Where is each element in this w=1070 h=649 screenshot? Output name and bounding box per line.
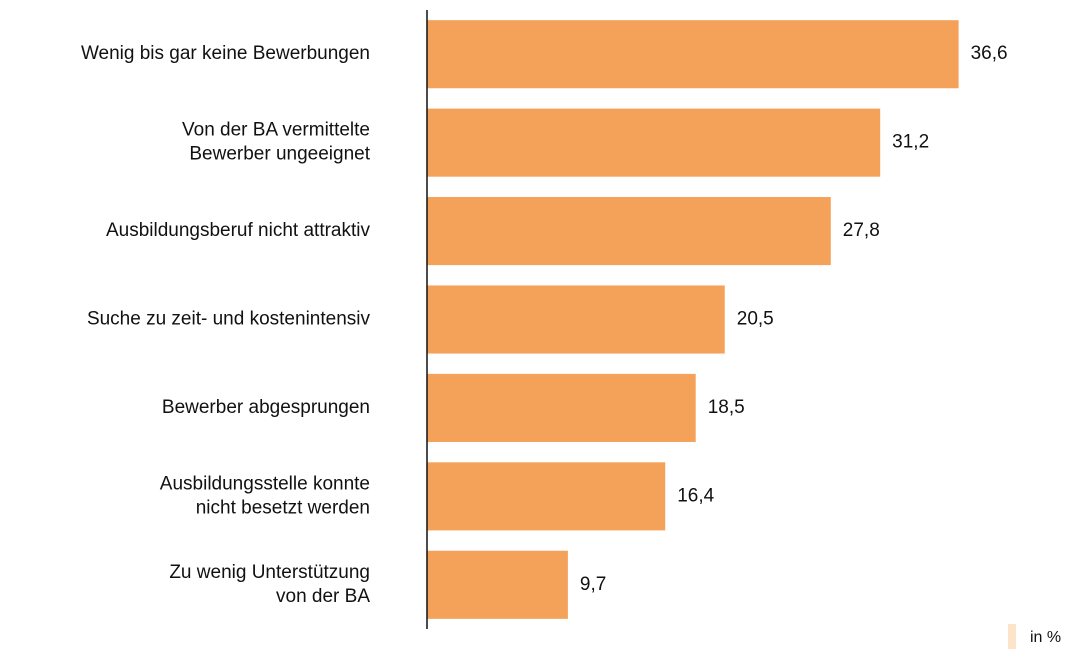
legend-swatch [1008,624,1016,649]
category-label: Zu wenig Unterstützung von der BA [169,562,370,607]
bar [427,373,696,442]
bar [427,20,959,89]
legend-label: in % [1030,629,1061,646]
bar [427,108,881,177]
value-label: 27,8 [843,220,880,241]
value-label: 9,7 [580,574,606,595]
bar [427,197,831,266]
value-label: 31,2 [892,132,929,153]
bar [427,462,666,531]
value-label: 36,6 [971,43,1008,64]
value-label: 16,4 [677,485,714,506]
bar [427,550,568,619]
bar [427,285,725,354]
category-label: Wenig bis gar keine Bewerbungen [81,43,370,64]
category-label: Suche zu zeit- und kostenintensiv [87,309,371,330]
category-label: Von der BA vermittelte Bewerber ungeeigne… [182,120,371,165]
category-label: Bewerber abgesprungen [162,397,370,418]
category-label: Ausbildungsstelle konnte nicht besetzt we… [160,473,370,518]
category-label: Ausbildungsberuf nicht attraktiv [106,220,371,241]
value-label: 20,5 [737,309,774,330]
value-label: 18,5 [708,397,745,418]
